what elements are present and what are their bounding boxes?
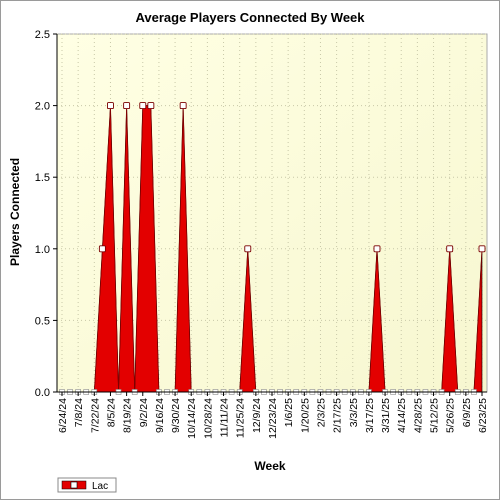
x-tick-label: 11/25/24 [235,398,247,438]
x-tick-label: 6/9/25 [461,398,473,427]
y-tick-label: 2.5 [35,29,50,41]
x-tick-label: 7/22/24 [89,398,101,433]
x-axis-label: Week [254,459,285,473]
x-tick-label: 4/14/25 [396,398,408,433]
legend-label-lac: Lac [92,481,108,492]
x-tick-label: 12/23/24 [267,398,279,439]
y-tick-label: 1.5 [35,172,50,184]
y-tick-label: 0.0 [35,387,50,399]
x-tick-label: 4/28/25 [412,398,424,433]
x-tick-label: 12/9/24 [251,398,263,433]
x-tick-label: 7/8/24 [73,398,85,427]
x-tick-label: 6/23/25 [477,398,489,433]
y-axis-label: Players Connected [8,158,22,266]
y-tick-label: 1.0 [35,244,50,256]
x-tick-label: 1/6/25 [283,398,295,427]
y-tick-label: 2.0 [35,101,50,113]
data-point [373,245,381,253]
axes [53,33,487,396]
data-point [179,102,187,110]
x-tick-label: 3/3/25 [348,398,360,427]
chart-title: Average Players Connected By Week [135,10,365,25]
data-point [147,102,155,110]
x-tick-label: 5/12/25 [429,398,441,433]
x-tick-label: 10/28/24 [202,398,214,439]
data-point [244,245,252,253]
x-tick-label: 5/26/25 [445,398,457,433]
legend-marker [70,481,78,489]
data-point [139,102,147,110]
x-tick-label: 11/11/24 [219,398,231,437]
x-tick-label: 8/19/24 [122,398,134,433]
x-tick-label: 2/17/25 [332,398,344,433]
x-tick-label: 3/31/25 [380,398,392,433]
x-tick-label: 6/24/24 [57,398,69,433]
data-point [123,102,131,110]
data-point [107,102,114,110]
x-tick-label: 2/3/25 [315,398,327,427]
x-tick-label: 9/2/24 [138,398,150,427]
data-point [446,245,454,253]
data-point [478,245,486,253]
legend: Lac [57,477,117,493]
x-tick-label: 9/30/24 [170,398,182,433]
x-tick-label: 1/20/25 [299,398,311,433]
x-tick-label: 8/5/24 [105,398,117,427]
x-tick-labels: 6/24/24 7/8/24 7/22/24 8/5/24 8/19/24 9/2/24 9… [57,398,489,439]
y-tick-labels: 0.0 0.5 1.0 1.5 2.0 2.5 [35,29,50,399]
x-tick-label: 10/14/24 [186,398,198,439]
data-point [98,245,106,253]
x-tick-label: 3/17/25 [364,398,376,433]
x-tick-label: 9/16/24 [154,398,166,433]
y-tick-label: 0.5 [35,315,50,327]
